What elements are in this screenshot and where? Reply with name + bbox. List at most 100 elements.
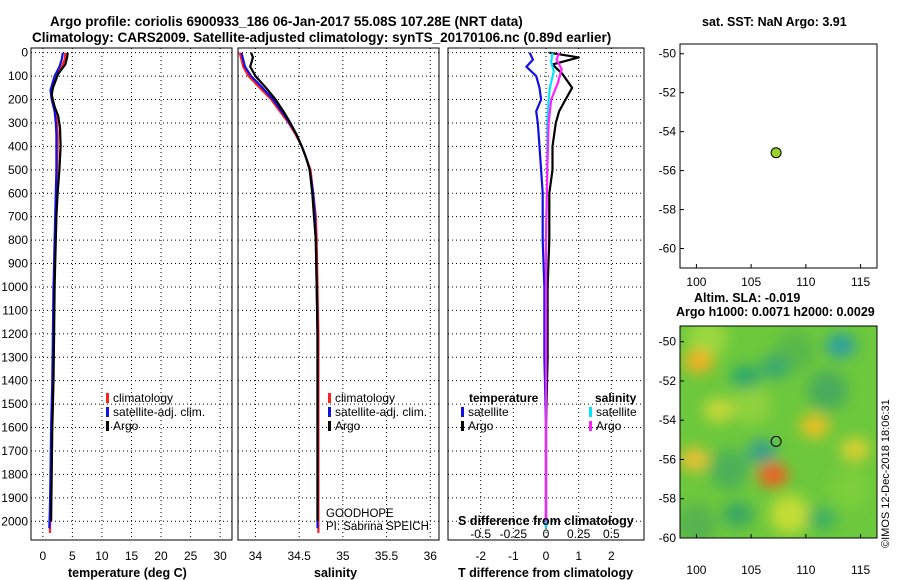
- sst-x-tick-label: 115: [851, 275, 870, 289]
- sla-y-tick-label: -50: [659, 335, 677, 349]
- sla-y-tick-label: -56: [659, 452, 677, 466]
- argo-location-marker: [770, 435, 782, 447]
- sla-texture-blob: [731, 384, 772, 425]
- sst-y-tick-label: -58: [659, 203, 677, 217]
- x-tick-label: 10: [95, 549, 109, 563]
- tick-labels: 0 5 10 15 20 25 300100200300400500600700800900…: [1, 46, 620, 563]
- y-tick-label: 1400: [1, 374, 28, 388]
- sst-x-tick-label: 110: [796, 275, 815, 289]
- legend-label-t-satellite: satellite: [468, 405, 509, 419]
- x-tick-label: -2: [475, 549, 486, 563]
- sst-map: 100 105 110 115 -50 -52 -54 -56 -58 -60: [659, 47, 871, 289]
- sla-blobs: [680, 326, 871, 538]
- s-tick-label: 0.5: [603, 527, 620, 541]
- sst-y-tick-label: -52: [659, 86, 677, 100]
- s-tick-label: 0: [543, 527, 550, 541]
- profile-line-difference-t-argo: [544, 51, 580, 522]
- sla-anomaly-blob: [703, 398, 734, 423]
- s-difference-title: S difference from climatology: [458, 514, 634, 528]
- sla-anomaly-blob: [680, 447, 710, 472]
- x-tick-label: -1: [508, 549, 519, 563]
- pi-annotation: PI: Sabrina SPEICH: [326, 521, 429, 533]
- legend-label-satellite: satellite-adj. clim.: [113, 405, 205, 419]
- profile-line-difference-s-argo: [544, 52, 563, 522]
- sla-texture-blob: [709, 449, 750, 490]
- temperature-legend: climatology satellite-adj. clim. Argo: [106, 391, 205, 433]
- salinity-frame: [237, 47, 440, 541]
- sla-texture-blob: [680, 504, 717, 538]
- sla-x-tick-label: 105: [741, 563, 761, 577]
- legend-swatch-climatology: [328, 393, 331, 403]
- temperature-xlabel: temperature (deg C): [68, 566, 187, 580]
- legend-swatch-argo: [106, 421, 109, 431]
- sla-y-tick-label: -54: [659, 413, 677, 427]
- y-tick-label: 1200: [1, 327, 28, 341]
- y-tick-label: 1300: [1, 350, 28, 364]
- y-tick-label: 300: [8, 116, 28, 130]
- legend-swatch-satellite: [328, 407, 331, 417]
- profile-line-difference-t-satellite: [525, 52, 548, 529]
- sst-x-tick-label: 100: [686, 275, 706, 289]
- sla-anomaly-blob: [760, 355, 791, 380]
- legend-title-salinity: salinity: [595, 391, 637, 405]
- x-tick-label: 0: [543, 549, 550, 563]
- x-tick-label: 35.5: [375, 549, 399, 563]
- y-tick-label: 900: [8, 257, 28, 271]
- project-annotation: GOODHOPE: [326, 508, 394, 520]
- figure-title-line1: Argo profile: coriolis 6900933_186 06-Ja…: [50, 14, 523, 29]
- x-tick-label: 30: [213, 549, 227, 563]
- x-tick-label: 20: [154, 549, 168, 563]
- legend-title-temperature: temperature: [469, 391, 539, 405]
- y-tick-label: 1100: [2, 303, 28, 317]
- y-tick-label: 1500: [1, 397, 28, 411]
- x-tick-label: 34.5: [287, 549, 311, 563]
- x-tick-label: 5: [69, 549, 76, 563]
- sla-x-tick-label: 110: [796, 563, 815, 577]
- legend-label-climatology: climatology: [113, 391, 173, 405]
- s-tick-label: -0.25: [500, 527, 528, 541]
- sst-y-tick-label: -60: [659, 242, 677, 256]
- sla-anomaly-blob: [683, 349, 714, 374]
- sla-anomaly-blob: [807, 506, 838, 531]
- salinity-xlabel: salinity: [314, 566, 357, 580]
- legend-swatch-s-satellite: [589, 407, 592, 417]
- sla-anomaly-blob: [825, 333, 856, 358]
- sst-y-tick-label: -50: [659, 47, 677, 61]
- x-tick-label: 36: [424, 549, 438, 563]
- imos-credit: ©IMOS 12-Dec-2018 18:06:31: [880, 399, 892, 548]
- sst-map-title: sat. SST: NaN Argo: 3.91: [702, 15, 847, 29]
- legend-label-satellite: satellite-adj. clim.: [335, 405, 427, 419]
- sla-map-title-line1: Altim. SLA: -0.019: [694, 291, 800, 305]
- sla-field: [680, 326, 877, 538]
- sla-texture-blob: [769, 494, 810, 535]
- legend-label-s-satellite: satellite: [596, 405, 637, 419]
- legend-swatch-t-argo: [461, 421, 464, 431]
- profile-line-temperature-satellite-adj-clim-: [48, 52, 64, 529]
- y-tick-label: 400: [8, 139, 28, 153]
- y-tick-label: 800: [8, 233, 28, 247]
- salinity-legend: climatology satellite-adj. clim. Argo: [328, 391, 427, 433]
- figure-title-line2: Climatology: CARS2009. Satellite-adjuste…: [32, 30, 611, 45]
- legend-swatch-satellite: [106, 407, 109, 417]
- legend-label-argo: Argo: [335, 419, 361, 433]
- legend-swatch-argo: [328, 421, 331, 431]
- legend-label-t-argo: Argo: [468, 419, 494, 433]
- argo-location-dot: [770, 147, 782, 159]
- sla-anomaly-blob: [758, 463, 789, 488]
- x-tick-label: 35: [336, 549, 350, 563]
- legend-swatch-s-argo: [589, 421, 592, 431]
- sla-y-tick-label: -58: [659, 492, 677, 506]
- s-tick-label: 0.25: [567, 527, 591, 541]
- y-tick-label: 1800: [1, 467, 28, 481]
- y-tick-label: 1700: [1, 444, 28, 458]
- y-tick-label: 1600: [1, 421, 28, 435]
- temperature-frame: [30, 47, 233, 541]
- sst-y-tick-label: -54: [659, 125, 677, 139]
- sla-anomaly-blob: [723, 502, 754, 527]
- sla-y-tick-label: -60: [659, 531, 677, 545]
- sla-x-tick-label: 115: [851, 563, 870, 577]
- sla-anomaly-blob: [840, 437, 871, 462]
- sst-y-tick-label: -56: [659, 164, 677, 178]
- legend-label-s-argo: Argo: [596, 419, 622, 433]
